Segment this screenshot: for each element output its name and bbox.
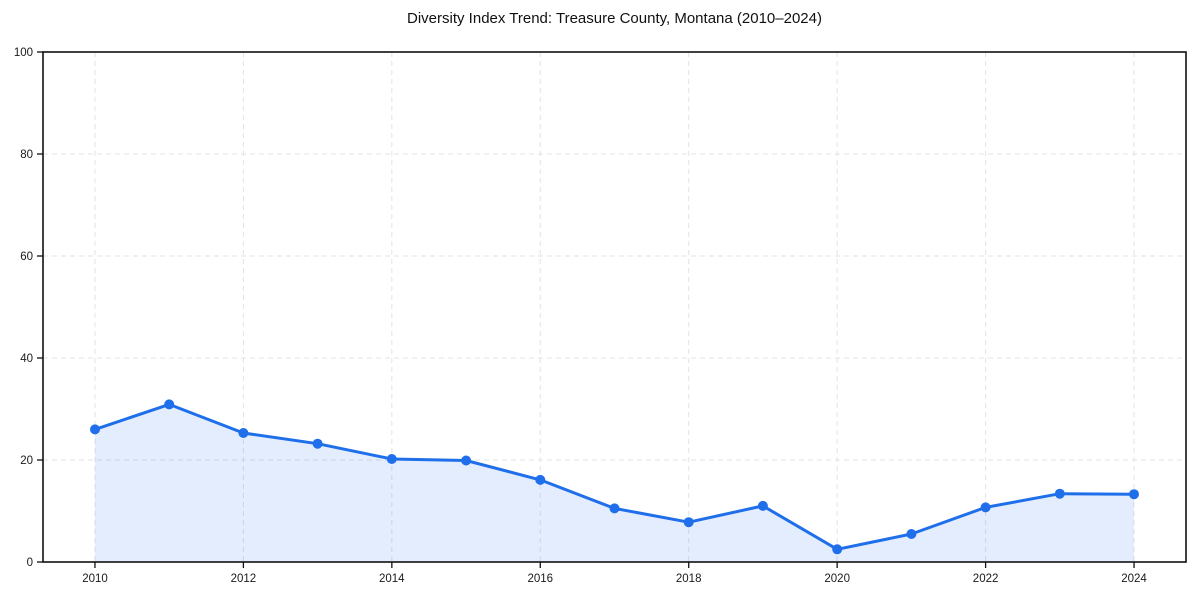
data-point-2010 xyxy=(90,424,100,435)
data-point-2020 xyxy=(832,544,843,555)
y-tick-label: 60 xyxy=(20,251,33,263)
data-point-2018 xyxy=(683,517,694,528)
data-point-2023 xyxy=(1054,488,1065,499)
area-fill xyxy=(94,404,1134,562)
data-point-2019 xyxy=(757,500,768,511)
data-point-2021 xyxy=(906,529,917,539)
data-point-2024 xyxy=(1129,489,1139,500)
x-tick-label: 2018 xyxy=(676,573,702,585)
x-tick-label: 2020 xyxy=(824,573,850,585)
y-tick-label: 20 xyxy=(20,455,33,467)
data-point-2012 xyxy=(238,428,249,438)
data-point-2014 xyxy=(386,454,397,464)
x-tick-label: 2012 xyxy=(231,573,257,585)
data-point-2015 xyxy=(461,455,472,466)
x-tick-label: 2010 xyxy=(82,573,108,585)
data-point-2017 xyxy=(609,503,620,514)
chart-title: Diversity Index Trend: Treasure County, … xyxy=(407,10,822,27)
plot-border xyxy=(42,51,1187,563)
data-point-2013 xyxy=(312,438,323,449)
y-tick-label: 80 xyxy=(20,149,33,161)
x-tick-label: 2016 xyxy=(528,573,554,585)
x-tick-label: 2024 xyxy=(1121,573,1147,585)
x-tick-label: 2022 xyxy=(973,573,999,585)
data-point-2022 xyxy=(980,502,991,513)
y-tick-label: 40 xyxy=(20,353,33,365)
y-tick-label: 0 xyxy=(27,557,33,569)
x-tick-label: 2014 xyxy=(379,573,405,585)
data-point-2016 xyxy=(535,474,546,485)
y-tick-label: 100 xyxy=(14,47,33,59)
data-point-2011 xyxy=(164,399,175,410)
